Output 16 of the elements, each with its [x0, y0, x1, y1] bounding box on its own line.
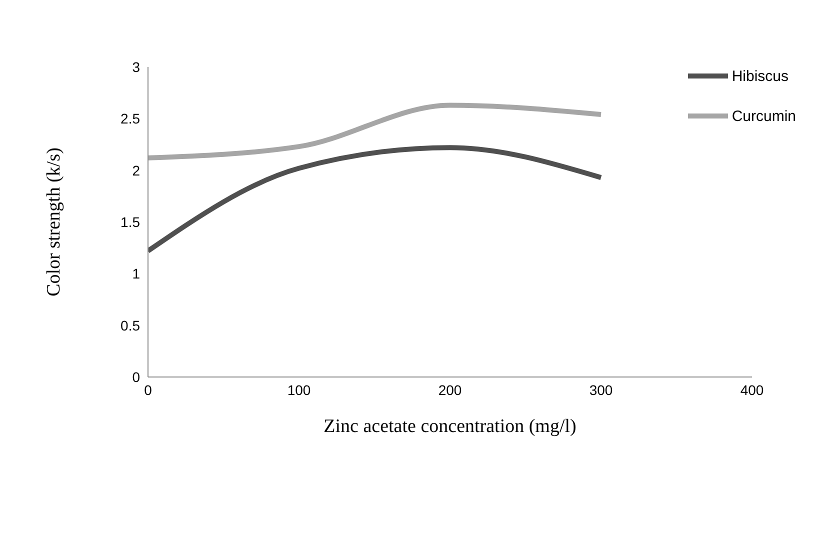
- x-tick-label: 300: [589, 382, 613, 398]
- y-tick-label: 1: [132, 266, 140, 282]
- x-axis-title: Zinc acetate concentration (mg/l): [324, 416, 576, 437]
- x-tick-label: 200: [438, 382, 462, 398]
- y-tick-label: 3: [132, 58, 140, 75]
- y-tick-label: 2.5: [120, 110, 140, 127]
- y-axis-title: Color strength (k/s): [44, 148, 65, 296]
- x-tick-label: 0: [144, 382, 152, 398]
- y-tick-label: 0.5: [120, 317, 140, 334]
- legend-label: Hibiscus: [732, 68, 788, 84]
- y-tick-label: 2: [132, 162, 140, 178]
- legend-label: Curcumin: [732, 108, 796, 124]
- y-tick-label: 0: [132, 368, 140, 385]
- x-tick-label: 400: [740, 382, 764, 398]
- y-tick-label: 1.5: [120, 214, 140, 230]
- x-tick-label: 100: [287, 382, 311, 398]
